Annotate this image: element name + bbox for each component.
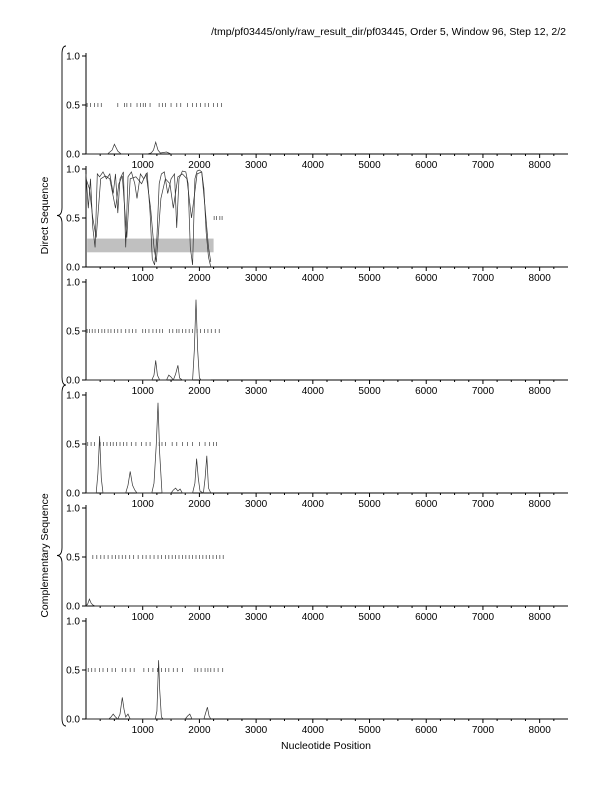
x-tick-label: 7000 [472, 273, 495, 284]
x-tick-label: 2000 [188, 612, 211, 623]
x-tick-label: 3000 [245, 160, 268, 171]
x-tick-label: 2000 [188, 386, 211, 397]
x-axis-label: Nucleotide Position [281, 740, 371, 752]
x-tick-label: 3000 [245, 386, 268, 397]
y-tick-label: 0.5 [66, 214, 80, 225]
series-line-1 [85, 169, 212, 268]
y-tick-label: 0.0 [66, 263, 80, 274]
x-tick-label: 6000 [415, 273, 438, 284]
series-line-1 [85, 598, 211, 607]
y-tick-label: 0.5 [66, 327, 80, 338]
x-tick-label: 1000 [132, 386, 155, 397]
series-line-2 [85, 171, 212, 263]
x-tick-label: 5000 [358, 499, 381, 510]
x-tick-label: 7000 [472, 160, 495, 171]
x-tick-label: 4000 [302, 273, 325, 284]
x-tick-label: 5000 [358, 273, 381, 284]
x-tick-label: 8000 [529, 273, 552, 284]
x-tick-label: 2000 [188, 273, 211, 284]
x-tick-label: 4000 [302, 499, 325, 510]
x-tick-label: 3000 [245, 612, 268, 623]
x-tick-label: 6000 [415, 160, 438, 171]
x-tick-label: 4000 [302, 612, 325, 623]
y-tick-label: 1.0 [66, 504, 80, 515]
brace-path [56, 384, 67, 727]
series-line-1 [86, 299, 211, 381]
x-tick-label: 8000 [529, 499, 552, 510]
x-tick-label: 7000 [472, 386, 495, 397]
x-tick-label: 3000 [245, 499, 268, 510]
panel-1: 0.0 0.5 1.0 1000 2000 3000 4000 5000 6000 7000 800… [66, 52, 568, 171]
brace-path [56, 45, 67, 386]
x-tick-label: 8000 [529, 386, 552, 397]
x-tick-label: 4000 [302, 386, 325, 397]
x-tick-label: 8000 [529, 612, 552, 623]
y-tick-label: 0.0 [66, 376, 80, 387]
y-tick-label: 0.0 [66, 715, 80, 726]
highlight-band [87, 238, 214, 253]
y-tick-label: 1.0 [66, 165, 80, 176]
series-line-1 [86, 402, 212, 494]
x-tick-label: 4000 [302, 725, 325, 736]
x-tick-label: 7000 [472, 499, 495, 510]
series-line-1 [86, 140, 211, 155]
x-tick-label: 4000 [302, 160, 325, 171]
x-tick-label: 7000 [472, 725, 495, 736]
complementary-sequence-brace [56, 384, 67, 727]
x-tick-label: 6000 [415, 725, 438, 736]
chart-panels: 0.0 0.5 1.0 1000 2000 3000 4000 5000 6000 7000 800… [66, 52, 568, 736]
x-tick-label: 7000 [472, 612, 495, 623]
x-tick-label: 5000 [358, 386, 381, 397]
x-tick-label: 5000 [358, 160, 381, 171]
x-tick-label: 2000 [188, 499, 211, 510]
x-tick-label: 5000 [358, 612, 381, 623]
x-tick-label: 5000 [358, 725, 381, 736]
panel-2: 0.0 0.5 1.0 1000 2000 3000 4000 5000 6000 7000 800… [66, 165, 568, 284]
header-path-text: /tmp/pf03445/only/raw_result_dir/pf03445… [211, 26, 566, 38]
x-tick-label: 2000 [188, 160, 211, 171]
group-label-complementary-sequence: Complementary Sequence [39, 493, 51, 617]
x-tick-label: 1000 [132, 612, 155, 623]
y-tick-label: 0.5 [66, 666, 80, 677]
y-tick-label: 0.0 [66, 602, 80, 613]
x-tick-label: 6000 [415, 499, 438, 510]
x-tick-label: 8000 [529, 160, 552, 171]
x-tick-label: 1000 [132, 273, 155, 284]
y-tick-label: 0.5 [66, 440, 80, 451]
panel-5: 0.0 0.5 1.0 1000 2000 3000 4000 5000 6000 7000 800… [66, 504, 568, 623]
y-tick-label: 0.0 [66, 150, 80, 161]
series-line-1 [86, 660, 212, 720]
y-tick-label: 0.0 [66, 489, 80, 500]
y-tick-label: 1.0 [66, 52, 80, 63]
y-tick-label: 1.0 [66, 391, 80, 402]
y-tick-label: 1.0 [66, 278, 80, 289]
y-tick-label: 0.5 [66, 101, 80, 112]
x-tick-label: 3000 [245, 273, 268, 284]
x-tick-label: 1000 [132, 725, 155, 736]
x-tick-label: 1000 [132, 160, 155, 171]
x-tick-label: 3000 [245, 725, 268, 736]
x-tick-label: 6000 [415, 612, 438, 623]
y-tick-label: 1.0 [66, 617, 80, 628]
group-label-direct-sequence: Direct Sequence [39, 177, 51, 255]
x-tick-label: 1000 [132, 499, 155, 510]
panel-6: 0.0 0.5 1.0 1000 2000 3000 4000 5000 6000 7000 800… [66, 617, 568, 736]
x-tick-label: 2000 [188, 725, 211, 736]
y-tick-label: 0.5 [66, 553, 80, 564]
panel-4: 0.0 0.5 1.0 1000 2000 3000 4000 5000 6000 7000 800… [66, 391, 568, 510]
panel-3: 0.0 0.5 1.0 1000 2000 3000 4000 5000 6000 7000 800… [66, 278, 568, 397]
x-tick-label: 6000 [415, 386, 438, 397]
x-tick-label: 8000 [529, 725, 552, 736]
direct-sequence-brace [56, 45, 67, 386]
